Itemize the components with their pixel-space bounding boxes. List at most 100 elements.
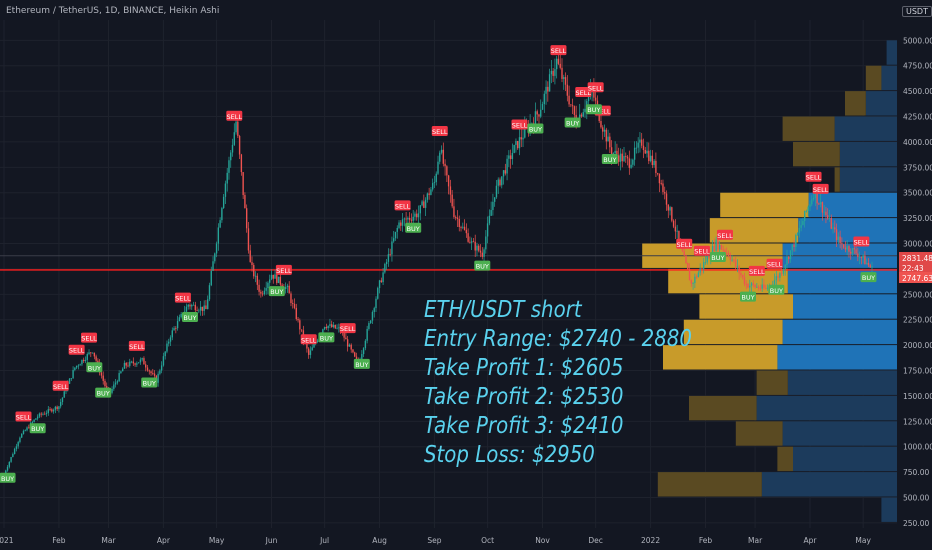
- candle-body: [207, 299, 209, 310]
- candle-body: [472, 241, 475, 243]
- candle-body: [816, 192, 818, 204]
- candle-body: [442, 149, 445, 164]
- candle-body: [524, 126, 526, 138]
- vp-blue-bar: [886, 40, 897, 65]
- candle-body: [297, 319, 299, 321]
- candle-body: [470, 241, 473, 243]
- candle-body: [639, 139, 641, 143]
- annotation-stop: Stop Loss: $2950: [424, 442, 595, 468]
- y-tick-label: 3750.00: [903, 163, 932, 172]
- candle-body: [458, 219, 460, 228]
- candle-body: [143, 358, 145, 365]
- sell-signal-label: SELL: [717, 232, 733, 240]
- annotation-tp1: Take Profit 1: $2605: [424, 355, 624, 381]
- candle-body: [439, 152, 441, 162]
- candle-body: [160, 365, 163, 371]
- candle-body: [408, 217, 411, 220]
- candle-body: [293, 303, 296, 308]
- sell-signal-tag: [394, 200, 411, 211]
- candle-body: [281, 284, 283, 288]
- candle-body: [502, 170, 505, 177]
- candle-body: [554, 69, 556, 76]
- candle-body: [616, 150, 618, 156]
- sell-signal-tag: [300, 334, 317, 345]
- candle-body: [24, 430, 26, 432]
- candle-body: [683, 251, 685, 256]
- candle-body: [52, 409, 55, 412]
- buy-signal-label: BUY: [31, 425, 44, 433]
- candle-body: [803, 210, 806, 221]
- x-tick-label: Feb: [52, 536, 66, 545]
- candle-body: [871, 266, 873, 268]
- candle-body: [858, 256, 861, 258]
- sell-signal-tag: [853, 236, 870, 247]
- candle-body: [334, 324, 336, 329]
- x-tick-label: Mar: [101, 536, 116, 545]
- sell-signal-tag: [226, 110, 243, 121]
- candle-body: [479, 250, 482, 253]
- annotation-title: ETH/USDT short: [424, 297, 582, 323]
- candle-body: [393, 238, 395, 242]
- candle-body: [731, 259, 733, 261]
- vp-blue-bar: [777, 345, 897, 370]
- candle-body: [641, 139, 643, 146]
- candle-body: [276, 274, 278, 283]
- candle-body: [137, 362, 140, 364]
- candle-body: [830, 217, 832, 229]
- candle-body: [387, 254, 390, 262]
- candle-body: [54, 406, 57, 410]
- candle-body: [176, 321, 179, 329]
- candle-body: [83, 359, 85, 362]
- trade-annotation: ETH/USDT short Entry Range: $2740 - 2880…: [424, 296, 736, 470]
- candle-body: [453, 206, 455, 218]
- candle-body: [260, 291, 262, 294]
- candle-body: [219, 220, 221, 228]
- candle-body: [642, 145, 645, 151]
- candle-body: [853, 248, 855, 250]
- candle-body: [465, 229, 468, 234]
- buy-signal-tag: [141, 377, 158, 388]
- candle-body: [95, 356, 97, 361]
- candle-body: [306, 342, 308, 349]
- candle-body: [632, 159, 634, 165]
- candle-body: [75, 365, 78, 368]
- candle-body: [416, 213, 418, 218]
- x-tick-label: Sep: [427, 536, 441, 545]
- candle-body: [102, 375, 104, 381]
- price-tag-label: 2747.63: [902, 274, 932, 283]
- buy-signal-label: BUY: [603, 156, 616, 164]
- candle-body: [224, 183, 227, 197]
- candle-body: [221, 208, 223, 221]
- candle-body: [550, 70, 553, 75]
- candle-body: [828, 217, 831, 219]
- candle-body: [15, 446, 18, 449]
- candle-body: [511, 152, 514, 160]
- candle-body: [272, 274, 274, 279]
- candle-body: [277, 276, 280, 283]
- candle-body: [857, 253, 859, 258]
- candle-body: [678, 230, 680, 240]
- candle-body: [469, 241, 471, 243]
- candle-body: [44, 413, 46, 415]
- candle-body: [369, 320, 372, 324]
- candle-body: [336, 327, 338, 329]
- sell-signal-label: SELL: [227, 113, 243, 121]
- candle-body: [410, 219, 413, 221]
- candle-body: [373, 308, 375, 312]
- candle-body: [180, 313, 182, 318]
- candle-body: [118, 373, 120, 382]
- candle-body: [508, 155, 510, 159]
- candle-body: [747, 283, 749, 288]
- candle-body: [793, 244, 795, 248]
- y-tick-label: 4000.00: [903, 138, 932, 147]
- candle-body: [860, 256, 863, 258]
- candle-body: [346, 339, 349, 347]
- candle-body: [111, 388, 113, 393]
- sell-signal-label: SELL: [806, 174, 822, 182]
- buy-signal-tag: [709, 251, 726, 262]
- currency-badge[interactable]: USDT: [902, 6, 932, 17]
- candle-body: [839, 236, 841, 244]
- candle-body: [720, 245, 723, 250]
- candle-body: [672, 220, 675, 227]
